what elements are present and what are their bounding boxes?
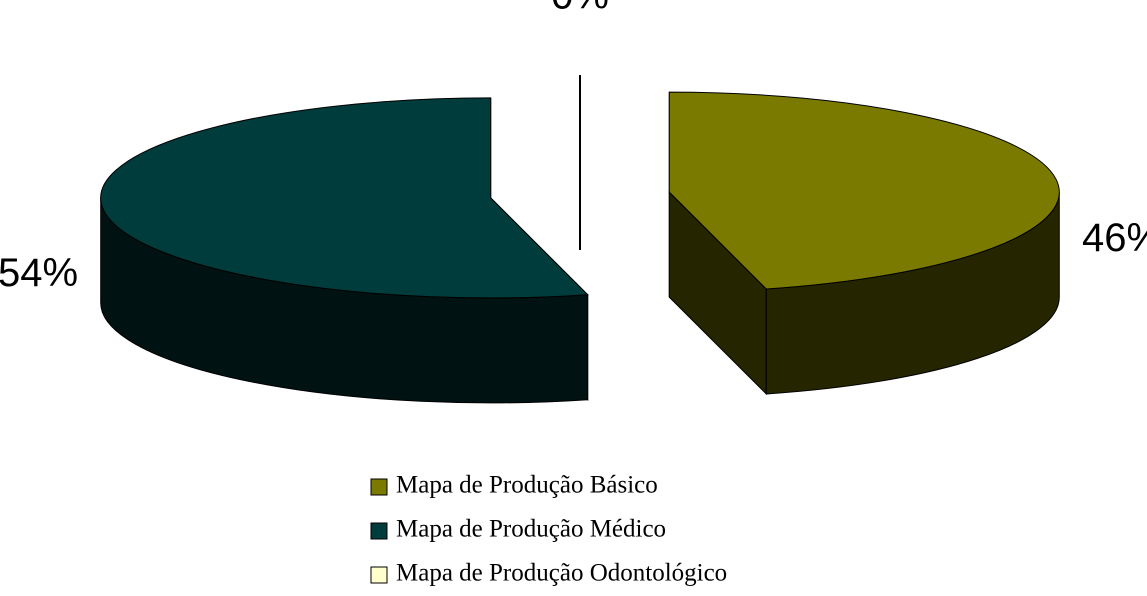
legend-swatch xyxy=(370,522,388,540)
legend-label: Mapa de Produção Odontológico xyxy=(396,560,727,587)
data-label: 46% xyxy=(1082,216,1147,260)
data-label: 54% xyxy=(0,251,78,295)
pie-slice xyxy=(100,97,589,299)
legend-swatch xyxy=(370,566,388,584)
legend-label: Mapa de Produção Básico xyxy=(396,472,658,499)
legend-label: Mapa de Produção Médico xyxy=(396,516,666,543)
legend-swatch xyxy=(370,478,388,496)
pie-slice xyxy=(668,91,1060,290)
data-label: 0% xyxy=(551,0,609,18)
